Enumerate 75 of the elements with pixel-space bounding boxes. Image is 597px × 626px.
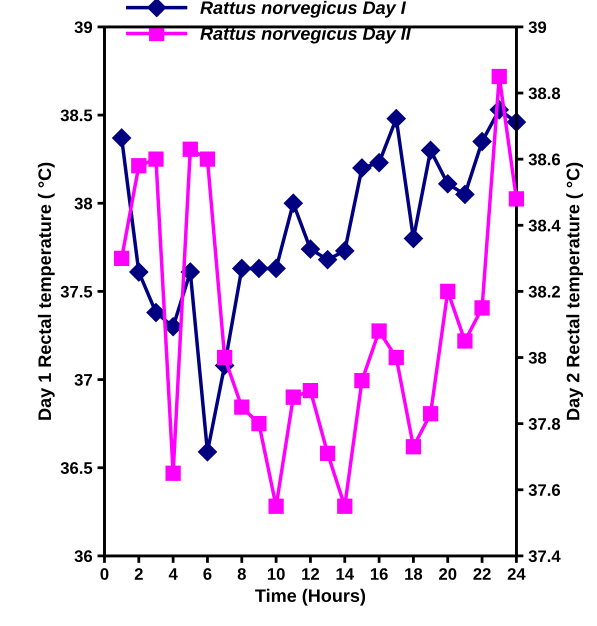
point (200, 152, 216, 167)
point (284, 194, 303, 213)
point (318, 250, 338, 270)
point (335, 241, 354, 260)
point (455, 184, 474, 204)
point (406, 439, 422, 454)
y2-tick-label: 38.8 (528, 87, 560, 100)
point (320, 446, 336, 462)
point (180, 262, 200, 282)
point (266, 258, 286, 278)
y2-tick-label: 38 (528, 352, 546, 364)
point (112, 128, 132, 148)
point (508, 191, 524, 206)
point (370, 153, 389, 172)
point (371, 323, 387, 339)
x-tick-label: 6 (203, 568, 212, 580)
x-tick-label: 14 (336, 568, 354, 580)
y-tick-label: 37 (74, 374, 92, 386)
x-tick-label: 2 (134, 568, 143, 580)
y-tick-label: 38.5 (60, 109, 92, 122)
point (472, 132, 492, 152)
point (114, 250, 130, 266)
point (251, 416, 267, 432)
point (300, 240, 320, 259)
point (474, 300, 490, 316)
point (492, 68, 507, 84)
point (234, 399, 250, 415)
x-tick-label: 4 (168, 568, 178, 580)
y-axis-title: Day 1 Rectal temperature ( °C) (38, 162, 55, 420)
point (165, 466, 181, 481)
point (268, 498, 284, 514)
y-tick-label: 39 (74, 21, 92, 34)
point (337, 498, 352, 514)
point (286, 390, 301, 405)
point (352, 158, 372, 178)
y-tick-label: 38 (74, 198, 92, 210)
legend-label: Rattus norvegicus Day II (200, 26, 412, 44)
x-tick-label: 10 (268, 568, 285, 580)
y2-tick-label: 37.8 (528, 418, 560, 430)
x-tick-label: 0 (100, 568, 108, 580)
point (354, 373, 370, 388)
y-tick-label: 36 (74, 550, 92, 562)
y2-tick-label: 38.6 (528, 154, 560, 166)
point (182, 142, 198, 157)
x-tick-label: 16 (370, 568, 388, 580)
point (249, 258, 268, 278)
point (131, 158, 146, 174)
point (232, 258, 252, 278)
y2-tick-label: 37.6 (528, 484, 560, 496)
point (129, 262, 148, 282)
x-axis-title: Time (Hours) (255, 588, 366, 606)
point (388, 350, 404, 366)
x-tick-label: 18 (405, 568, 422, 580)
point (302, 382, 318, 398)
point (216, 350, 232, 366)
x-tick-label: 12 (302, 568, 320, 580)
y2-tick-label: 38.4 (528, 220, 561, 232)
point (148, 152, 164, 167)
point (386, 109, 406, 128)
legend-label: Rattus norvegicus Day I (200, 0, 406, 18)
x-tick-label: 20 (439, 568, 456, 580)
point (422, 406, 438, 422)
y2-tick-label: 39 (528, 21, 546, 34)
y-tick-label: 37.5 (60, 286, 92, 298)
point (457, 333, 473, 349)
point (438, 174, 458, 194)
x-tick-label: 22 (473, 568, 491, 580)
point (440, 284, 456, 300)
x-tick-label: 8 (238, 568, 246, 580)
point (421, 140, 440, 160)
x-tick-label: 24 (508, 568, 526, 580)
y-tick-label: 36.5 (60, 462, 92, 474)
y2-axis-title: Day 2 Rectal temperature ( °C) (566, 162, 584, 420)
y2-tick-label: 38.2 (528, 286, 560, 298)
y2-tick-label: 37.4 (528, 550, 561, 562)
